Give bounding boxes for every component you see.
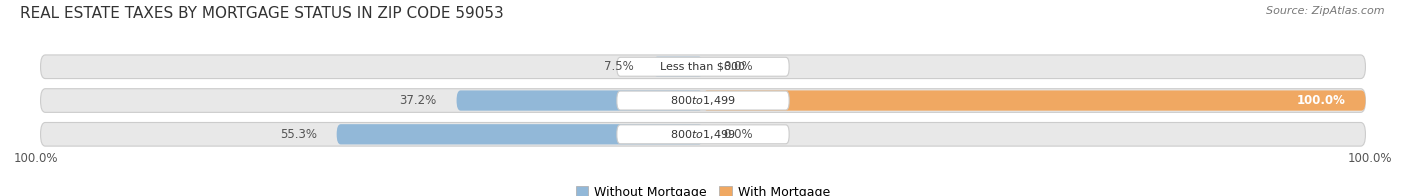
Text: Less than $800: Less than $800: [661, 62, 745, 72]
FancyBboxPatch shape: [457, 90, 703, 111]
Text: 37.2%: 37.2%: [399, 94, 437, 107]
FancyBboxPatch shape: [654, 57, 703, 77]
FancyBboxPatch shape: [336, 124, 703, 144]
Text: 100.0%: 100.0%: [1296, 94, 1346, 107]
FancyBboxPatch shape: [41, 55, 1365, 79]
Legend: Without Mortgage, With Mortgage: Without Mortgage, With Mortgage: [571, 181, 835, 196]
Text: Source: ZipAtlas.com: Source: ZipAtlas.com: [1267, 6, 1385, 16]
Text: 0.0%: 0.0%: [723, 128, 752, 141]
Text: 100.0%: 100.0%: [14, 152, 59, 165]
Text: 55.3%: 55.3%: [280, 128, 316, 141]
Text: 7.5%: 7.5%: [603, 60, 634, 73]
FancyBboxPatch shape: [617, 91, 789, 110]
FancyBboxPatch shape: [617, 125, 789, 144]
Text: $800 to $1,499: $800 to $1,499: [671, 94, 735, 107]
FancyBboxPatch shape: [703, 90, 1365, 111]
Text: REAL ESTATE TAXES BY MORTGAGE STATUS IN ZIP CODE 59053: REAL ESTATE TAXES BY MORTGAGE STATUS IN …: [20, 6, 503, 21]
Text: 100.0%: 100.0%: [1347, 152, 1392, 165]
FancyBboxPatch shape: [41, 122, 1365, 146]
Text: $800 to $1,499: $800 to $1,499: [671, 128, 735, 141]
FancyBboxPatch shape: [41, 89, 1365, 112]
FancyBboxPatch shape: [617, 57, 789, 76]
Text: 0.0%: 0.0%: [723, 60, 752, 73]
